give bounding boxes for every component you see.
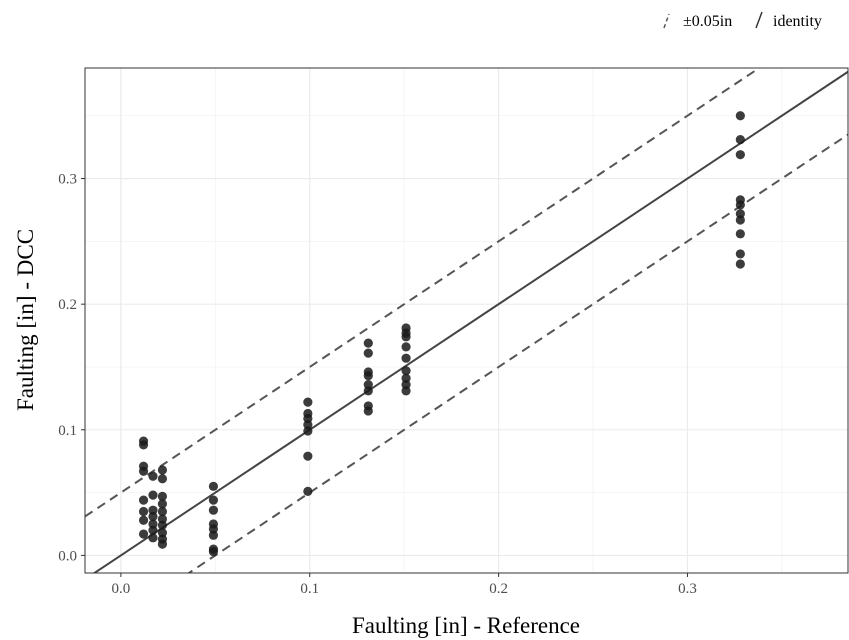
data-point-58 — [735, 135, 745, 145]
data-points — [138, 111, 745, 557]
data-point-33 — [303, 397, 313, 407]
data-point-61 — [735, 200, 745, 210]
y-tick-label-2: 0.2 — [58, 297, 77, 313]
y-tick-label-3: 0.3 — [58, 172, 77, 188]
legend-label-band: ±0.05in — [683, 13, 732, 30]
legend-label-identity: identity — [773, 13, 822, 30]
reference-line-upper — [85, 68, 762, 518]
data-point-5 — [138, 506, 149, 517]
legend: ±0.05in identity — [663, 11, 822, 30]
data-point-56 — [401, 386, 411, 396]
data-point-30 — [208, 530, 219, 540]
reference-line-identity — [92, 70, 848, 573]
data-point-38 — [303, 451, 313, 461]
data-point-14 — [148, 533, 158, 543]
data-point-7 — [138, 529, 149, 539]
data-point-27 — [208, 505, 219, 515]
data-point-6 — [138, 515, 149, 525]
x-tick-label-2: 0.2 — [489, 581, 508, 597]
data-point-13 — [148, 525, 158, 535]
reference-lines — [85, 68, 848, 573]
x-tick-label-0: 0.0 — [112, 581, 131, 597]
data-point-59 — [735, 150, 745, 160]
data-point-9 — [148, 490, 158, 500]
data-point-19 — [157, 506, 168, 517]
x-tick-label-1: 0.1 — [300, 581, 319, 597]
y-axis-ticks: 0.0 0.1 0.2 0.3 — [58, 172, 85, 564]
data-point-17 — [157, 491, 168, 501]
data-point-8 — [148, 471, 158, 481]
data-point-1 — [138, 440, 149, 450]
data-point-57 — [735, 111, 745, 121]
data-point-37 — [303, 426, 313, 436]
plot-panel-border — [84, 67, 849, 574]
legend-dashed-key — [663, 13, 670, 29]
data-point-50 — [401, 332, 411, 342]
data-point-65 — [735, 249, 745, 259]
grid — [85, 68, 848, 573]
legend-solid-key — [755, 11, 763, 29]
data-point-40 — [363, 338, 373, 348]
data-point-51 — [401, 342, 411, 352]
data-point-45 — [363, 386, 373, 396]
data-point-3 — [138, 466, 149, 476]
data-point-52 — [401, 353, 411, 363]
x-axis-ticks: 0.0 0.1 0.2 0.3 — [112, 573, 697, 597]
y-axis-title: Faulting [in] - DCC — [13, 229, 38, 411]
reference-line-lower — [187, 133, 848, 573]
data-point-39 — [303, 486, 313, 496]
data-point-11 — [148, 511, 158, 522]
data-point-41 — [363, 348, 373, 358]
data-point-43 — [363, 371, 373, 381]
data-point-21 — [157, 520, 168, 530]
y-tick-label-0: 0.0 — [58, 548, 77, 564]
y-tick-label-1: 0.1 — [58, 423, 77, 439]
data-point-25 — [208, 481, 219, 491]
data-point-47 — [363, 406, 373, 416]
data-point-18 — [157, 499, 168, 509]
data-point-24 — [157, 539, 168, 549]
data-point-63 — [735, 215, 745, 225]
data-point-53 — [401, 366, 411, 376]
data-point-64 — [735, 229, 745, 239]
data-point-26 — [208, 495, 219, 505]
x-axis-title: Faulting [in] - Reference — [352, 613, 580, 638]
x-tick-label-3: 0.3 — [678, 581, 697, 597]
data-point-66 — [735, 259, 745, 269]
data-point-32 — [208, 547, 219, 557]
data-point-15 — [157, 465, 168, 475]
data-point-4 — [138, 495, 149, 505]
data-point-16 — [157, 474, 168, 484]
